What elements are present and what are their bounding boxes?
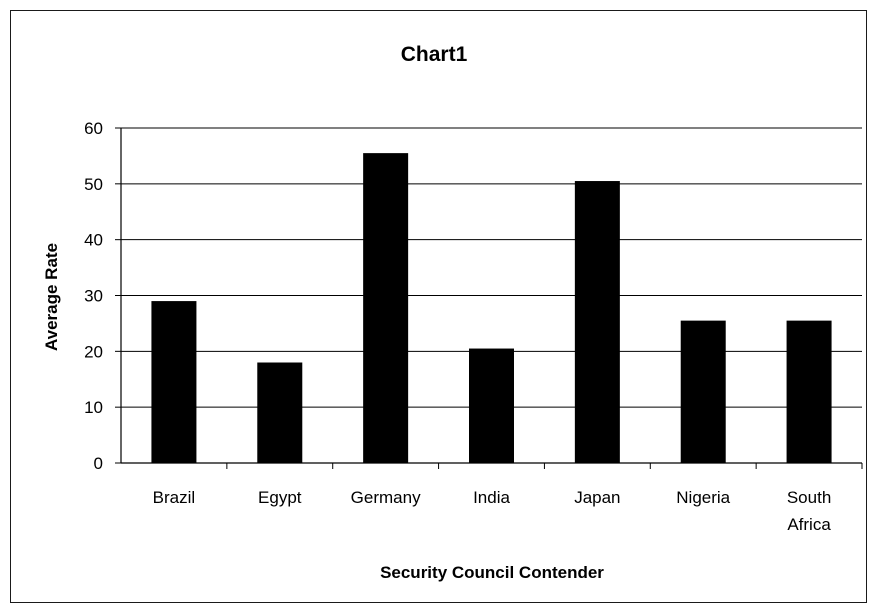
chart-title: Chart1 (401, 43, 468, 66)
y-tick-label: 0 (94, 454, 103, 473)
bars (151, 153, 832, 463)
bar-germany (363, 153, 409, 463)
gridlines (121, 127, 862, 408)
x-tick-label: Japan (574, 488, 620, 507)
x-tick-labels: Brazil Egypt Germany India Japan Nigeria South… (153, 488, 832, 534)
y-axis-title: Average Rate (42, 243, 61, 351)
y-tick-label: 10 (84, 398, 103, 417)
x-axis-title: Security Council Contender (380, 563, 604, 582)
x-tick-label: Germany (351, 488, 421, 507)
x-tick-label: Brazil (153, 488, 196, 507)
bar-nigeria (680, 320, 726, 463)
y-tick-label: 30 (84, 287, 103, 306)
x-tick-label: South Africa (787, 488, 831, 534)
bar-egypt (257, 362, 303, 463)
x-tick-label: Egypt (258, 488, 302, 507)
bar-brazil (151, 301, 197, 463)
x-tick-label: India (473, 488, 510, 507)
bar-south-africa (786, 320, 832, 463)
bar-japan (574, 181, 620, 463)
y-tick-label: 60 (84, 119, 103, 138)
y-tick-label: 40 (84, 231, 103, 250)
bar-india (469, 348, 514, 463)
y-tick-label: 50 (84, 175, 103, 194)
y-tick-labels: 0 10 20 30 40 50 60 (84, 119, 103, 473)
axes (115, 127, 863, 469)
x-tick-label: Nigeria (676, 488, 730, 507)
y-tick-label: 20 (84, 342, 103, 361)
